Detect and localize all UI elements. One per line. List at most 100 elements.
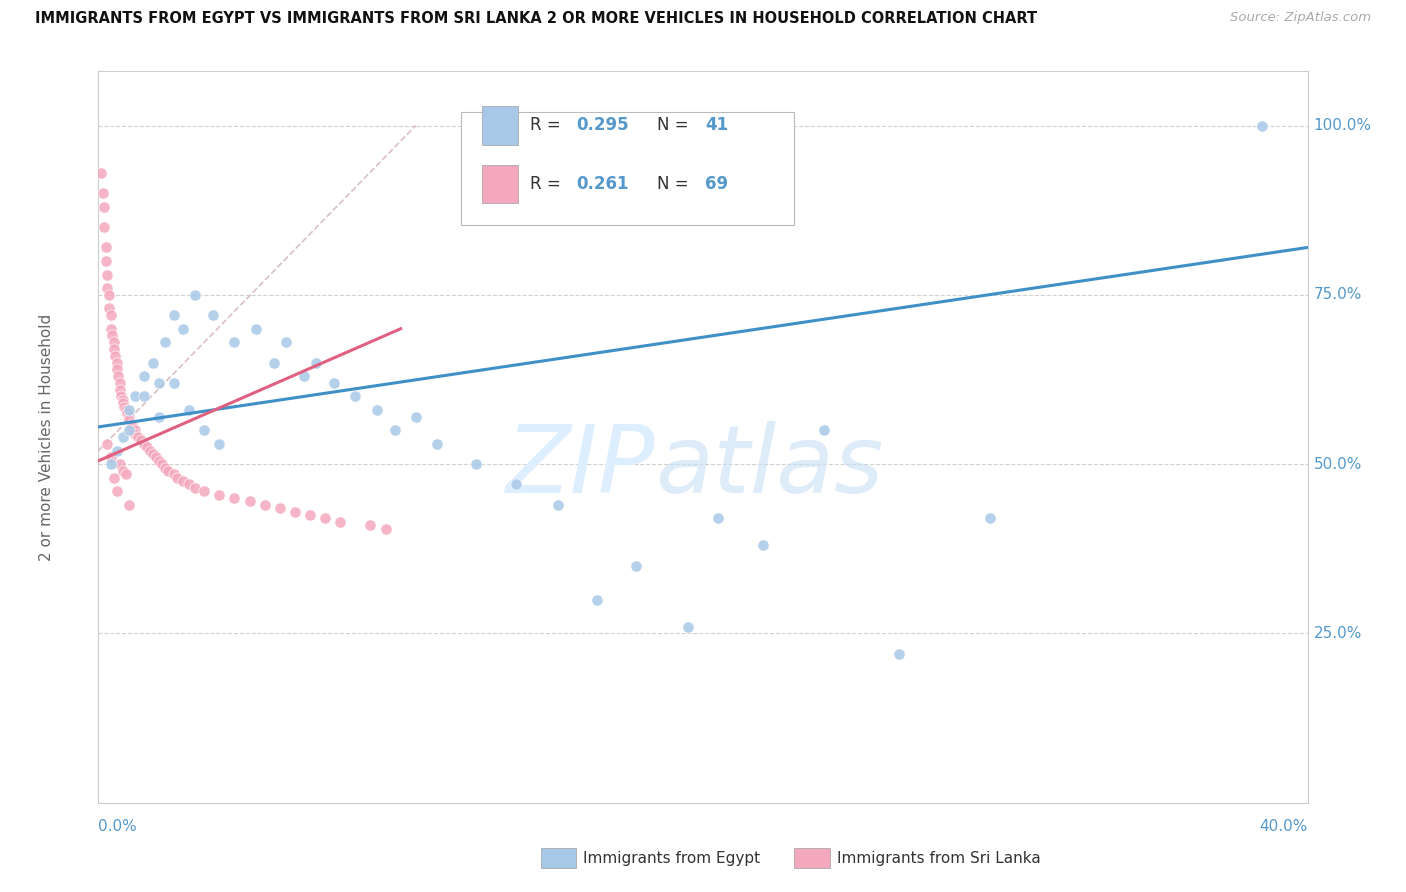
Point <box>150 457 173 471</box>
Point <box>360 518 382 533</box>
Point <box>148 376 170 390</box>
Point <box>142 447 165 461</box>
Point <box>129 434 152 448</box>
Point <box>263 355 285 369</box>
Point <box>124 426 146 441</box>
Point <box>374 521 396 535</box>
Point <box>127 430 149 444</box>
Point <box>405 409 427 424</box>
Text: 25.0%: 25.0% <box>1313 626 1362 641</box>
Point <box>889 647 911 661</box>
Point <box>314 511 336 525</box>
Point <box>118 413 141 427</box>
Point <box>156 464 179 478</box>
Point <box>121 417 143 431</box>
Bar <box>482 165 517 203</box>
Point <box>132 437 155 451</box>
Point <box>426 437 449 451</box>
Point <box>96 281 118 295</box>
Point <box>93 200 115 214</box>
Point <box>208 437 231 451</box>
Point <box>1251 119 1274 133</box>
Point <box>384 423 406 437</box>
Point <box>118 403 141 417</box>
Point <box>323 376 346 390</box>
Point <box>172 474 194 488</box>
Point <box>184 481 207 495</box>
Point <box>142 355 165 369</box>
Point <box>115 406 138 420</box>
Point <box>184 288 207 302</box>
Point <box>108 457 131 471</box>
Point <box>274 335 297 350</box>
Point <box>707 511 730 525</box>
Point <box>98 288 121 302</box>
Point <box>90 166 112 180</box>
Point <box>979 511 1001 525</box>
Point <box>224 491 246 505</box>
Text: ZIP: ZIP <box>505 421 655 512</box>
Point <box>505 477 527 491</box>
Point <box>239 494 262 508</box>
Point <box>110 389 132 403</box>
Point <box>91 186 114 201</box>
Point <box>100 457 122 471</box>
Point <box>253 498 276 512</box>
Point <box>118 409 141 424</box>
Point <box>114 403 136 417</box>
Text: Source: ZipAtlas.com: Source: ZipAtlas.com <box>1230 11 1371 24</box>
Point <box>202 308 225 322</box>
Point <box>208 488 231 502</box>
Point <box>292 369 315 384</box>
Point <box>96 437 118 451</box>
Point <box>245 322 267 336</box>
Point <box>101 328 124 343</box>
Text: 0.0%: 0.0% <box>98 819 138 834</box>
Point <box>104 349 127 363</box>
FancyBboxPatch shape <box>461 112 793 225</box>
Text: N =: N = <box>657 117 695 135</box>
Point <box>148 454 170 468</box>
Text: Immigrants from Sri Lanka: Immigrants from Sri Lanka <box>837 851 1040 865</box>
Bar <box>482 106 517 145</box>
Point <box>100 450 122 465</box>
Point <box>107 369 129 384</box>
Point <box>96 268 118 282</box>
Text: Immigrants from Egypt: Immigrants from Egypt <box>583 851 761 865</box>
Point <box>626 558 648 573</box>
Text: 50.0%: 50.0% <box>1313 457 1362 472</box>
Point <box>114 467 136 482</box>
Point <box>299 508 322 522</box>
Point <box>105 484 128 499</box>
Point <box>329 515 352 529</box>
Point <box>111 392 134 407</box>
Point <box>93 220 115 235</box>
Point <box>103 471 125 485</box>
Point <box>163 308 186 322</box>
Point <box>105 355 128 369</box>
Point <box>100 322 122 336</box>
Point <box>105 443 128 458</box>
Point <box>813 423 835 437</box>
Point <box>269 501 291 516</box>
Point <box>145 450 167 465</box>
Point <box>111 464 134 478</box>
Text: IMMIGRANTS FROM EGYPT VS IMMIGRANTS FROM SRI LANKA 2 OR MORE VEHICLES IN HOUSEHO: IMMIGRANTS FROM EGYPT VS IMMIGRANTS FROM… <box>35 11 1038 26</box>
Text: 0.295: 0.295 <box>576 117 628 135</box>
Point <box>135 440 157 454</box>
Text: 69: 69 <box>706 175 728 193</box>
Point <box>124 389 146 403</box>
Point <box>179 477 201 491</box>
Text: 2 or more Vehicles in Household: 2 or more Vehicles in Household <box>39 313 53 561</box>
Point <box>118 498 141 512</box>
Point <box>103 342 125 356</box>
Point <box>166 471 188 485</box>
Point <box>179 403 201 417</box>
Text: 100.0%: 100.0% <box>1313 118 1372 133</box>
Point <box>111 430 134 444</box>
Point <box>100 308 122 322</box>
Point <box>112 400 135 414</box>
Point <box>121 420 143 434</box>
Point <box>752 538 775 552</box>
Point <box>148 409 170 424</box>
